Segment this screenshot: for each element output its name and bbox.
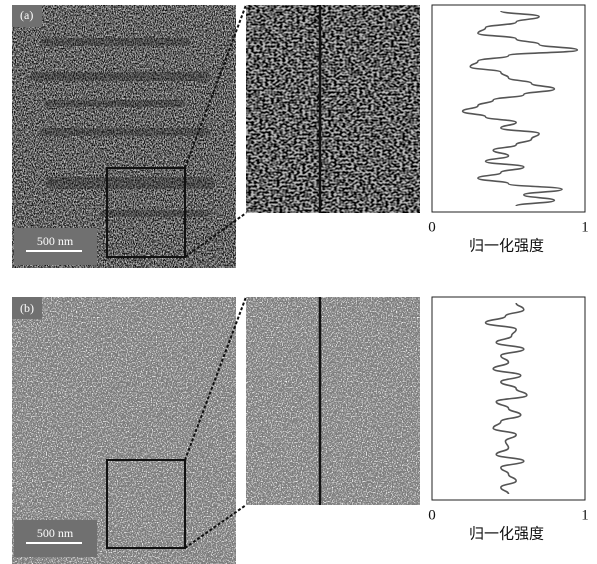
zoom-b	[246, 297, 420, 505]
x-tick-label: 1	[581, 507, 589, 523]
figure: (a) 500 nm (b) 500 nm 0 1 归一化强度 0 1 归一化强度	[0, 0, 597, 564]
x-tick-label: 0	[428, 507, 436, 523]
panel-label: (b)	[20, 301, 34, 315]
micrograph-a	[12, 5, 246, 268]
x-tick-label: 1	[581, 219, 589, 235]
micrograph-b	[12, 297, 246, 564]
zoom-a	[246, 5, 420, 213]
plot-frame	[432, 5, 585, 212]
scale-bar-label: 500 nm	[37, 234, 74, 248]
x-axis-label: 归一化强度	[469, 525, 544, 543]
x-axis-label: 归一化强度	[469, 237, 544, 255]
panel-label: (a)	[20, 8, 33, 22]
scale-bar-label: 500 nm	[37, 526, 74, 540]
x-tick-label: 0	[428, 219, 436, 235]
